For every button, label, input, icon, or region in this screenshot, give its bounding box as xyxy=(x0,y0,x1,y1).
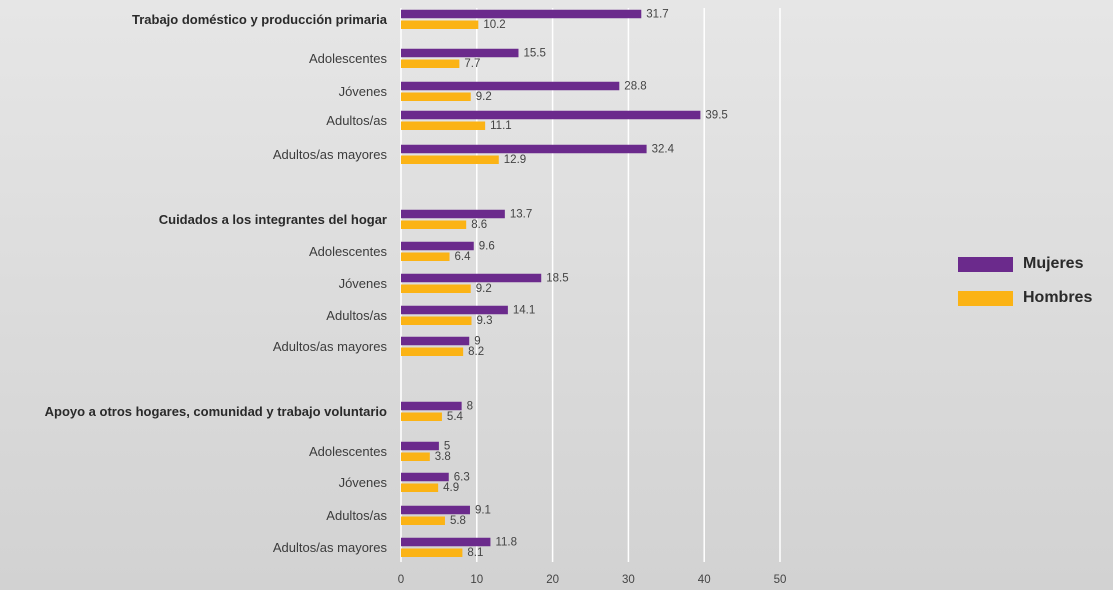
bar-hombres xyxy=(401,284,471,293)
value-label-hombres: 3.8 xyxy=(435,451,451,463)
value-label-hombres: 9.2 xyxy=(476,283,492,295)
category-labels: Trabajo doméstico y producción primaria A… xyxy=(45,12,388,555)
x-tick-label: 50 xyxy=(774,574,787,586)
legend-swatch-hombres xyxy=(958,290,1013,306)
value-label-hombres: 5.4 xyxy=(447,411,464,423)
category-label: Adolescentes xyxy=(309,444,388,459)
value-label-hombres: 6.4 xyxy=(455,251,472,263)
value-label-mujeres: 13.7 xyxy=(510,208,532,220)
bar-mujeres xyxy=(401,401,462,411)
bar-hombres xyxy=(401,92,471,101)
bar-hombres xyxy=(401,347,464,356)
value-label-hombres: 8.2 xyxy=(468,346,484,358)
value-label-hombres: 11.1 xyxy=(490,120,512,132)
bar-hombres xyxy=(401,483,439,492)
value-label-mujeres: 11.8 xyxy=(495,536,517,548)
value-label-mujeres: 9.6 xyxy=(479,240,495,252)
gridlines xyxy=(400,8,781,562)
value-label-hombres: 5.8 xyxy=(450,515,466,527)
x-tick-label: 40 xyxy=(698,574,711,586)
value-label-mujeres: 9 xyxy=(474,335,480,347)
bars xyxy=(401,9,701,557)
bar-mujeres xyxy=(401,273,542,283)
value-label-mujeres: 5 xyxy=(444,440,450,452)
bar-mujeres xyxy=(401,81,620,91)
bar-mujeres xyxy=(401,48,519,58)
value-label-mujeres: 39.5 xyxy=(705,109,727,121)
group-label: Apoyo a otros hogares, comunidad y traba… xyxy=(45,404,387,419)
legend-label-hombres: Hombres xyxy=(1023,289,1093,306)
category-label: Adultos/as xyxy=(326,308,387,323)
value-label-hombres: 12.9 xyxy=(504,154,526,166)
bar-mujeres xyxy=(401,241,474,251)
bar-hombres xyxy=(401,20,479,29)
bar-hombres xyxy=(401,121,486,130)
value-labels: 31.7 10.2 15.5 7.7 28.8 9.2 39.5 11.1 32.4 12.9 13… xyxy=(435,8,728,559)
value-label-mujeres: 14.1 xyxy=(513,304,535,316)
category-label: Jóvenes xyxy=(339,475,388,490)
x-tick-label: 10 xyxy=(470,574,483,586)
value-label-mujeres: 28.8 xyxy=(624,80,646,92)
bar-mujeres xyxy=(401,537,491,547)
x-tick-label: 20 xyxy=(546,574,559,586)
bar-hombres xyxy=(401,220,467,229)
bar-hombres xyxy=(401,516,445,525)
bar-hombres xyxy=(401,252,450,261)
group-label: Trabajo doméstico y producción primaria xyxy=(132,12,388,27)
category-label: Adultos/as mayores xyxy=(273,339,388,354)
value-label-mujeres: 6.3 xyxy=(454,471,470,483)
value-label-mujeres: 32.4 xyxy=(652,143,675,155)
bar-hombres xyxy=(401,155,499,164)
bar-mujeres xyxy=(401,472,449,482)
value-label-mujeres: 18.5 xyxy=(546,272,568,284)
bar-mujeres xyxy=(401,305,508,315)
bar-hombres xyxy=(401,548,463,557)
category-label: Jóvenes xyxy=(339,276,388,291)
bar-mujeres xyxy=(401,336,470,346)
category-label: Adultos/as xyxy=(326,113,387,128)
category-label: Adultos/as mayores xyxy=(273,540,388,555)
bar-mujeres xyxy=(401,505,470,515)
category-label: Jóvenes xyxy=(339,84,388,99)
bar-hombres xyxy=(401,316,472,325)
value-label-hombres: 8.6 xyxy=(471,219,487,231)
x-tick-label: 0 xyxy=(398,574,404,586)
legend-item-hombres: Hombres xyxy=(958,281,1092,315)
value-label-hombres: 9.2 xyxy=(476,91,492,103)
bar-mujeres xyxy=(401,9,642,19)
category-label: Adultos/as xyxy=(326,508,387,523)
bar-hombres xyxy=(401,59,460,68)
value-label-mujeres: 31.7 xyxy=(646,8,668,20)
value-label-hombres: 4.9 xyxy=(443,482,459,494)
value-label-hombres: 8.1 xyxy=(467,547,483,559)
legend-label-mujeres: Mujeres xyxy=(1023,255,1084,272)
value-label-mujeres: 15.5 xyxy=(523,47,545,59)
value-label-mujeres: 8 xyxy=(467,400,473,412)
value-label-hombres: 9.3 xyxy=(476,315,492,327)
x-axis-ticks: 0 10 20 30 40 50 xyxy=(398,574,787,586)
bar-mujeres xyxy=(401,209,505,219)
value-label-hombres: 10.2 xyxy=(483,19,505,31)
category-label: Adultos/as mayores xyxy=(273,147,388,162)
bar-hombres xyxy=(401,452,430,461)
bar-mujeres xyxy=(401,110,701,120)
bar-mujeres xyxy=(401,441,439,451)
x-tick-label: 30 xyxy=(622,574,635,586)
value-label-mujeres: 9.1 xyxy=(475,504,491,516)
legend: Mujeres Hombres xyxy=(958,247,1092,315)
category-label: Adolescentes xyxy=(309,244,388,259)
category-label: Adolescentes xyxy=(309,51,388,66)
group-label: Cuidados a los integrantes del hogar xyxy=(159,212,387,227)
value-label-hombres: 7.7 xyxy=(464,58,480,70)
bar-mujeres xyxy=(401,144,647,154)
bar-hombres xyxy=(401,412,442,421)
legend-swatch-mujeres xyxy=(958,256,1013,272)
legend-item-mujeres: Mujeres xyxy=(958,247,1092,281)
